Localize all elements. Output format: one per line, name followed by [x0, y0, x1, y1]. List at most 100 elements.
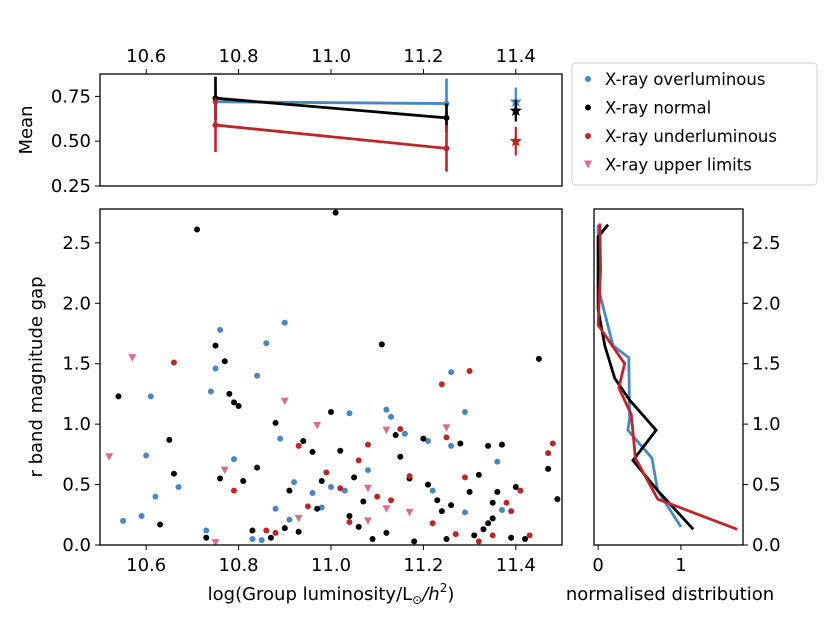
- scatter-triangle-3: [382, 426, 391, 435]
- y-axis-label: r band magnitude gap: [26, 276, 47, 477]
- scatter-dot-0: [364, 467, 371, 474]
- x-tick-label: 10.6: [126, 46, 166, 67]
- scatter-dot-2: [526, 532, 533, 539]
- legend-triangle-marker: [584, 160, 592, 169]
- mean-series-2: [212, 98, 522, 172]
- scatter-dot-1: [281, 525, 288, 532]
- scatter-dot-1: [554, 496, 561, 503]
- scatter-dot-2: [323, 469, 330, 476]
- scatter-triangle-3: [211, 539, 220, 545]
- scatter-dot-2: [295, 442, 302, 449]
- scatter-dot-1: [318, 477, 325, 484]
- scatter-dot-1: [485, 520, 492, 527]
- scatter-dot-1: [272, 419, 279, 426]
- y-tick-label: 1.5: [752, 354, 781, 375]
- scatter-dot-2: [443, 434, 450, 441]
- scatter-dot-2: [549, 440, 556, 447]
- scatter-dot-2: [388, 497, 395, 504]
- scatter-dot-1: [170, 470, 177, 477]
- scatter-dot-2: [452, 531, 459, 538]
- legend-item: X-ray overluminous: [585, 70, 765, 89]
- scatter-dot-0: [254, 372, 261, 379]
- scatter-dot-1: [425, 481, 432, 488]
- scatter-dot-1: [230, 399, 237, 406]
- scatter-dot-1: [448, 502, 455, 509]
- scatter-dot-2: [461, 474, 468, 481]
- legend-dot-marker: [585, 76, 591, 82]
- legend-dot-marker: [585, 104, 591, 111]
- scatter-dot-1: [360, 498, 367, 505]
- y-tick-label: 2.0: [752, 293, 781, 314]
- scatter-dot-0: [203, 527, 210, 534]
- mean-series-0: [212, 78, 522, 129]
- scatter-dot-0: [388, 413, 395, 420]
- scatter-dot-0: [258, 537, 265, 544]
- scatter-dot-1: [226, 390, 233, 397]
- scatter-dot-1: [535, 355, 542, 362]
- y-tick-label: 0.5: [62, 475, 91, 496]
- scatter-dot-1: [328, 409, 334, 416]
- y-tick-label: 0.50: [51, 131, 91, 152]
- legend: X-ray overluminous X-ray normal X-ray unde…: [571, 62, 818, 186]
- y-tick-label: 2.5: [62, 233, 91, 254]
- scatter-dot-1: [545, 465, 552, 472]
- scatter-dot-1: [267, 534, 274, 541]
- x-axis-label-sup: 2: [440, 581, 448, 595]
- scatter-dot-1: [115, 393, 122, 400]
- scatter-dot-0: [461, 409, 468, 416]
- scatter-dot-2: [545, 450, 552, 457]
- scatter-dot-0: [207, 388, 214, 395]
- scatter-dot-0: [286, 516, 293, 523]
- scatter-triangle-3: [363, 517, 372, 525]
- scatter-dot-0: [272, 505, 279, 512]
- scatter-dot-0: [425, 438, 432, 445]
- scatter-dot-1: [240, 477, 247, 484]
- y-tick-label: 1.0: [62, 414, 91, 435]
- scatter-dot-2: [517, 487, 524, 494]
- mean-panel: 10.6 10.8 11.0 11.2 11.4 0.25 0.50 0.75 Mean: [16, 46, 563, 197]
- scatter-dot-0: [120, 517, 127, 524]
- scatter-triangle-3: [220, 466, 229, 475]
- scatter-dot-0: [217, 326, 224, 333]
- star-marker: [509, 104, 522, 116]
- scatter-dot-0: [309, 490, 316, 497]
- x-axis-label: normalised distribution: [566, 584, 774, 605]
- legend-label: X-ray upper limits: [605, 156, 752, 175]
- scatter-dot-2: [374, 493, 381, 500]
- scatter-background: [100, 209, 562, 545]
- y-tick-label: 1.0: [752, 414, 781, 435]
- scatter-dot-1: [194, 226, 201, 233]
- scatter-dot-1: [471, 532, 478, 539]
- scatter-dot-2: [304, 503, 311, 510]
- scatter-triangle-3: [105, 453, 114, 461]
- scatter-dot-0: [328, 483, 334, 490]
- distribution-panel: 0 1 0.0 0.5 1.0 1.5 2.0 2.5 normalised distribut…: [566, 208, 781, 605]
- scatter-dot-1: [235, 403, 242, 410]
- scatter-triangle-3: [363, 484, 372, 493]
- scatter-dot-0: [143, 452, 150, 459]
- x-tick-label: 11.4: [496, 555, 536, 576]
- distribution-line-0: [596, 224, 683, 528]
- scatter-dot-0: [448, 369, 455, 376]
- scatter-dot-1: [480, 526, 487, 533]
- scatter-dot-1: [295, 528, 302, 535]
- scatter-dot-2: [355, 457, 362, 464]
- x-tick-label: 0: [592, 555, 603, 576]
- x-tick-label: 10.8: [219, 555, 259, 576]
- scatter-dot-1: [254, 464, 261, 471]
- x-axis-label-h: /h: [420, 584, 439, 605]
- legend-dot-marker: [585, 133, 591, 139]
- scatter-triangle-3: [405, 508, 414, 517]
- scatter-dot-1: [508, 534, 515, 541]
- x-tick-label: 11.2: [403, 555, 443, 576]
- scatter-dot-2: [503, 499, 510, 506]
- y-tick-label: 0.0: [62, 535, 91, 556]
- scatter-dot-1: [512, 483, 519, 490]
- scatter-dot-1: [369, 535, 376, 542]
- scatter-dot-2: [508, 508, 515, 515]
- scatter-dot-0: [401, 430, 408, 437]
- scatter-dot-2: [429, 520, 436, 527]
- mean-series-1: [212, 76, 522, 133]
- x-axis-label-sub: ⊙: [412, 593, 422, 607]
- x-tick-label: 11.0: [311, 555, 351, 576]
